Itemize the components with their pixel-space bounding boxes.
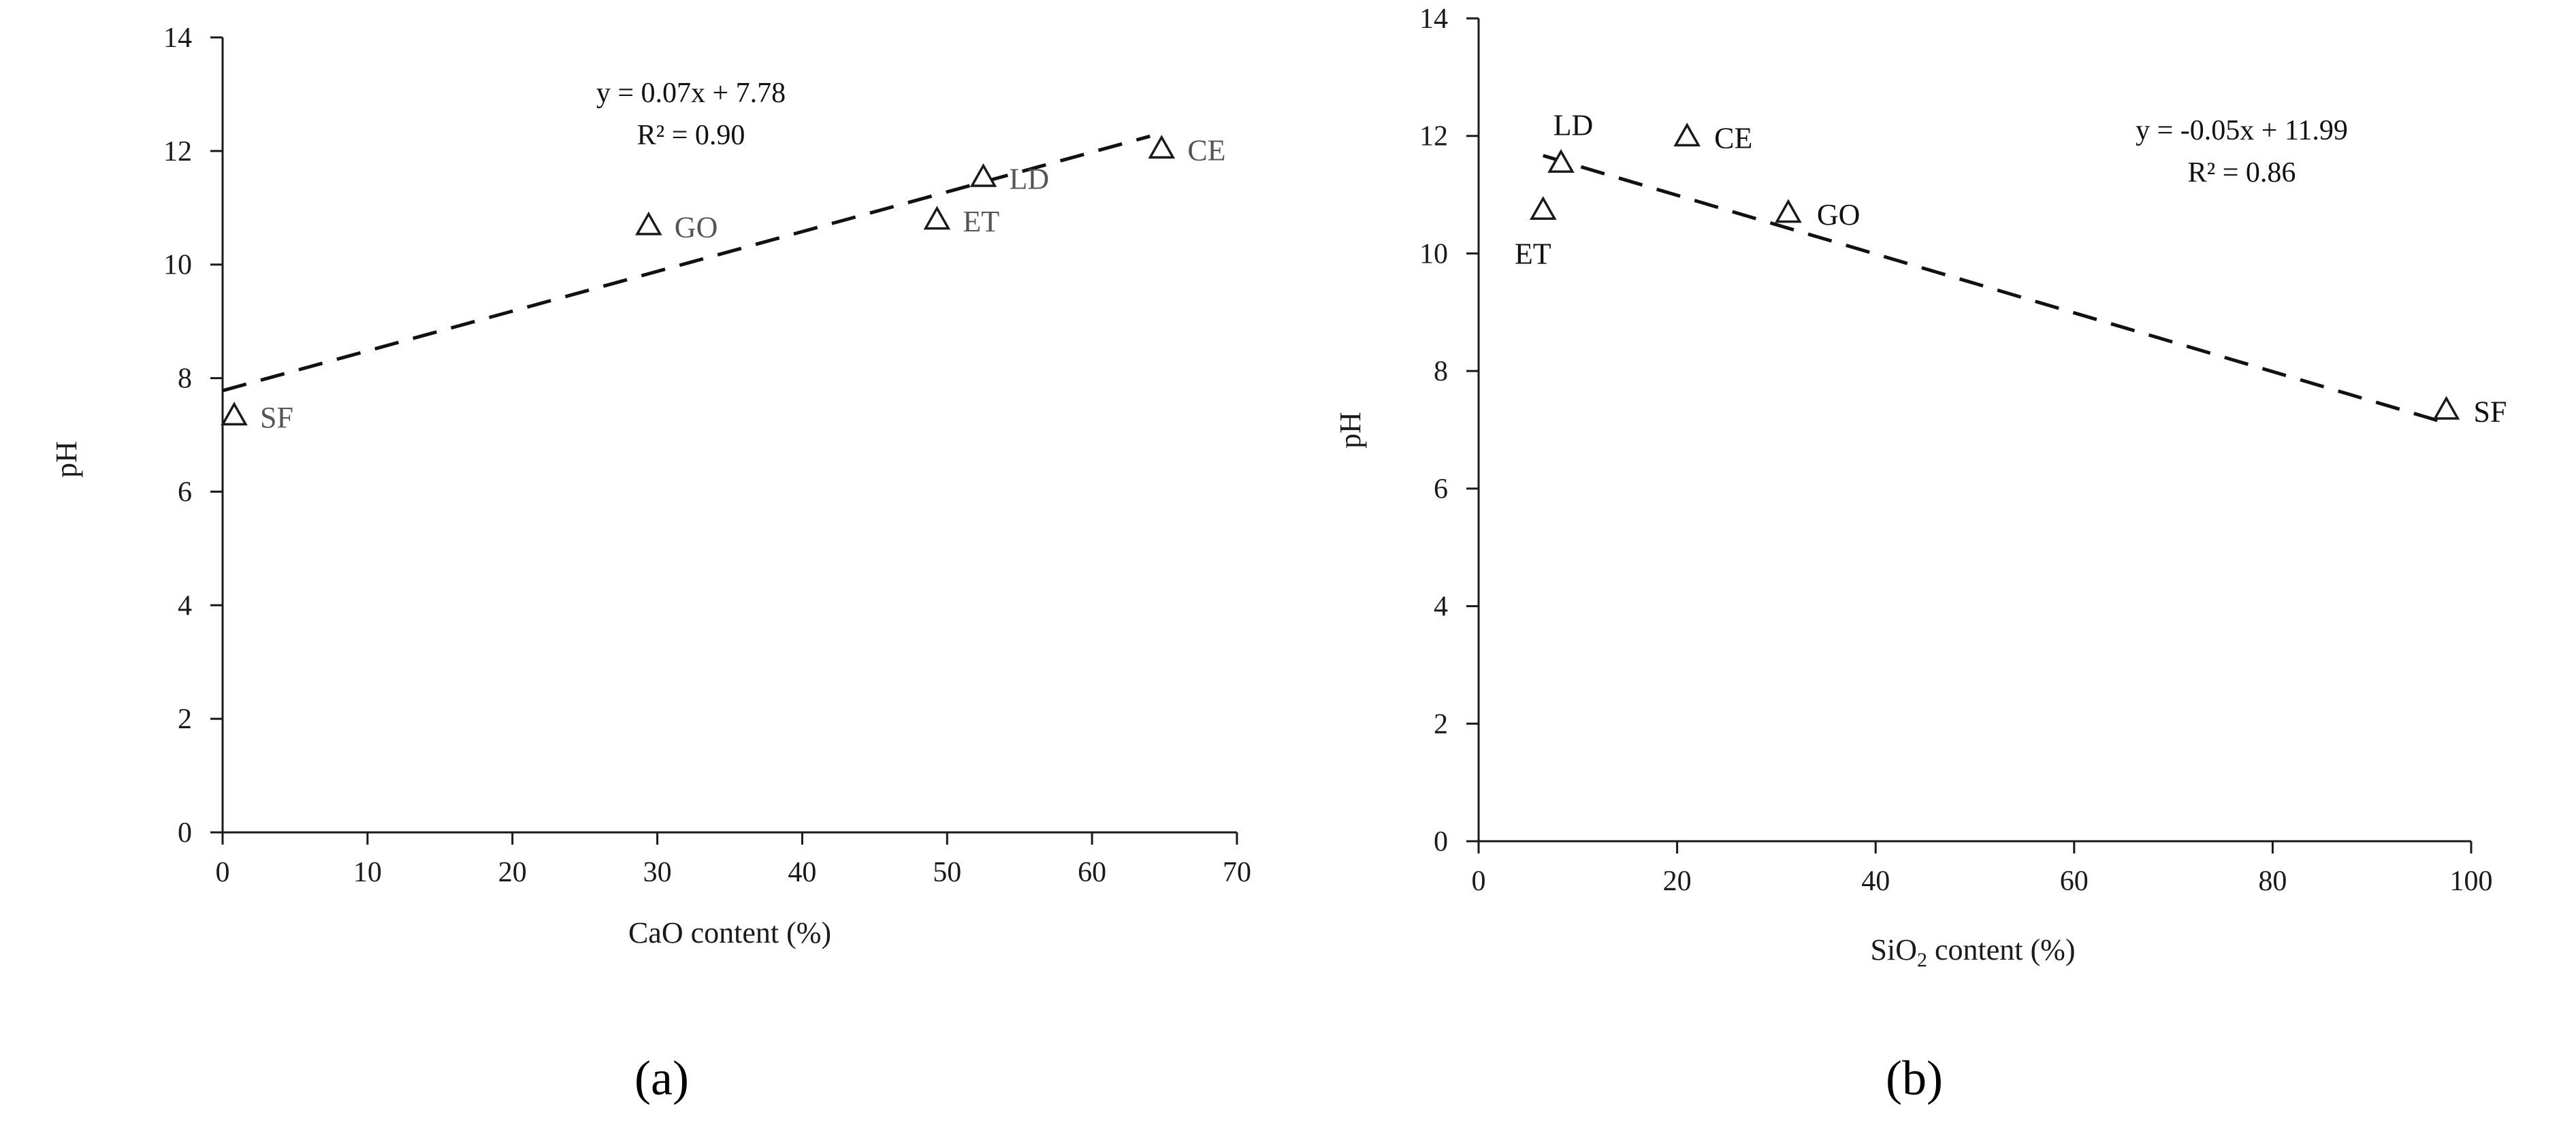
chart-b-y-tick-label: 8 (1434, 356, 1448, 387)
chart-b-y-tick-label: 6 (1434, 474, 1448, 505)
chart-a-y-tick-label: 12 (163, 136, 192, 167)
chart-b-point-label-ld: LD (1553, 109, 1594, 142)
chart-a-y-tick-label: 4 (178, 590, 192, 621)
chart-a-marker-ce (1148, 135, 1176, 159)
chart-b-x-tick-label: 100 (2450, 866, 2493, 897)
chart-a-point-label-sf: SF (260, 401, 293, 434)
chart-a-trendline-group (222, 134, 1150, 393)
chart-b-x-axis-label-rest: content (%) (1927, 933, 2075, 966)
chart-a-points: SF GO ET LD CE (221, 134, 1226, 434)
chart-b-ticks: 0 2 4 6 8 10 12 14 0 20 40 60 80 100 (1419, 3, 2493, 897)
chart-b-equation: y = -0.05x + 11.99 (2136, 115, 2348, 146)
chart-b-y-tick-label: 4 (1434, 591, 1448, 623)
chart-b-x-tick-label: 0 (1472, 866, 1486, 897)
chart-a-marker-ld (969, 163, 997, 187)
chart-a-y-tick-label: 14 (163, 22, 192, 54)
chart-b-marker-ld (1547, 149, 1575, 173)
chart-a-y-tick-label: 8 (178, 363, 192, 395)
chart-b-point-label-go: GO (1817, 198, 1861, 231)
chart-b-y-tick-label: 12 (1419, 121, 1448, 152)
chart-b-y-tick-label: 10 (1419, 238, 1448, 270)
chart-panel-a: 0 2 4 6 8 10 12 14 0 10 20 30 40 50 60 70 SF GO ET LD CE Ca… (50, 22, 1251, 1105)
chart-b-marker-et (1529, 196, 1557, 221)
chart-b-marker-sf (2432, 395, 2460, 420)
chart-b-x-tick-label: 60 (2060, 866, 2089, 897)
chart-a-y-axis-label: pH (50, 441, 83, 478)
chart-b-x-axis-label: SiO2 content (%) (1871, 933, 2076, 971)
chart-a-x-tick-label: 50 (933, 857, 961, 888)
chart-b-x-tick-label: 80 (2258, 866, 2287, 897)
chart-a-point-label-ce: CE (1187, 134, 1225, 167)
chart-a-point-label-ld: LD (1010, 162, 1050, 195)
panel-label-a: (a) (634, 1051, 689, 1105)
chart-a-marker-sf (221, 402, 248, 426)
chart-b-point-label-ce: CE (1714, 122, 1752, 155)
chart-b-trendline (1543, 154, 2447, 425)
chart-a-x-tick-label: 10 (353, 857, 382, 888)
chart-a-point-label-go: GO (675, 210, 718, 244)
chart-b-axes (1477, 18, 2471, 843)
chart-a-point-label-et: ET (963, 205, 999, 238)
chart-a-x-tick-label: 20 (498, 857, 527, 888)
chart-panel-b: 0 2 4 6 8 10 12 14 0 20 40 60 80 100 ET LD CE GO SF SiO2 … (1334, 3, 2507, 1105)
chart-b-x-axis-label-base: SiO (1871, 933, 1917, 966)
chart-a-axes (221, 37, 1237, 834)
chart-a-x-tick-label: 70 (1223, 857, 1251, 888)
chart-b-y-tick-label: 14 (1419, 3, 1448, 35)
chart-b-x-axis-label-subscript: 2 (1917, 949, 1927, 971)
chart-a-marker-go (634, 211, 662, 235)
chart-b-point-label-sf: SF (2474, 395, 2507, 428)
chart-a-y-tick-label: 10 (163, 250, 192, 281)
chart-a-x-tick-label: 0 (216, 857, 230, 888)
chart-b-y-tick-label: 2 (1434, 709, 1448, 740)
chart-b-y-tick-label: 0 (1434, 826, 1448, 858)
chart-a-x-tick-label: 30 (643, 857, 672, 888)
chart-a-marker-et (923, 206, 951, 230)
panel-label-b: (b) (1886, 1051, 1943, 1105)
chart-b-r-squared: R² = 0.86 (2188, 157, 2296, 189)
chart-b-point-label-et: ET (1515, 238, 1551, 271)
chart-b-y-axis-label: pH (1334, 412, 1367, 449)
chart-b-marker-go (1775, 199, 1802, 223)
chart-b-trendline-group (1543, 154, 2447, 425)
chart-a-y-tick-label: 0 (178, 817, 192, 849)
chart-a-x-tick-label: 40 (788, 857, 816, 888)
chart-a-ticks: 0 2 4 6 8 10 12 14 0 10 20 30 40 50 60 70 (163, 22, 1251, 888)
chart-a-r-squared: R² = 0.90 (637, 120, 745, 151)
chart-b-x-tick-label: 20 (1663, 866, 1692, 897)
chart-a-equation: y = 0.07x + 7.78 (596, 78, 786, 109)
chart-a-y-tick-label: 6 (178, 476, 192, 508)
chart-a-trendline (222, 134, 1150, 393)
chart-b-x-tick-label: 40 (1861, 866, 1890, 897)
chart-a-x-tick-label: 60 (1078, 857, 1106, 888)
chart-a-x-axis-label: CaO content (%) (628, 916, 831, 949)
chart-b-marker-ce (1673, 123, 1701, 147)
chart-a-y-tick-label: 2 (178, 704, 192, 735)
chart-b-points: ET LD CE GO SF (1515, 109, 2507, 429)
